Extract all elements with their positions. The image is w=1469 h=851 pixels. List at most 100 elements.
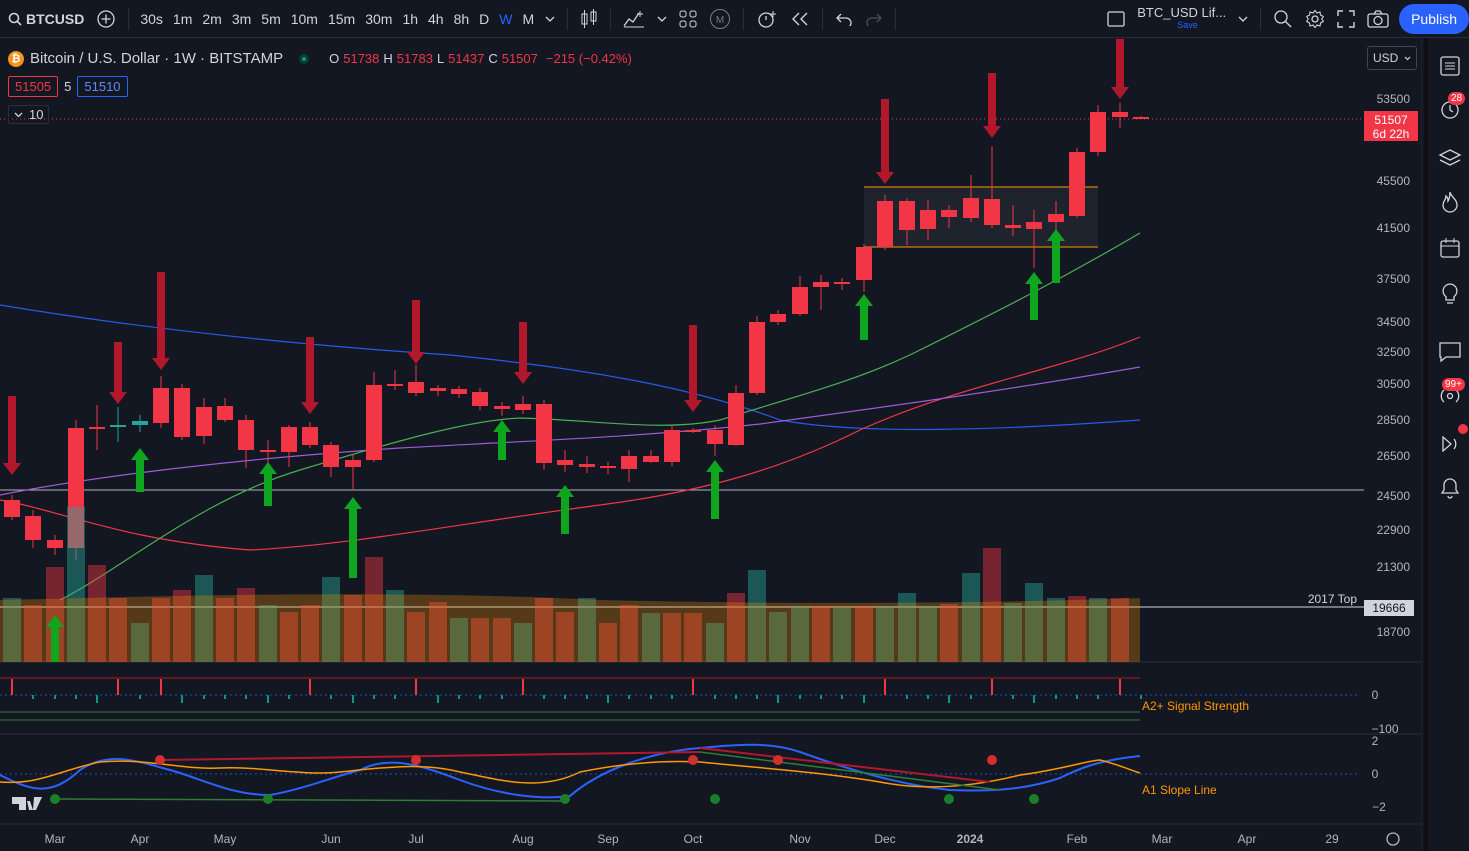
settings-icon[interactable]	[1386, 832, 1400, 846]
candle-body[interactable]	[302, 427, 318, 445]
candle-body[interactable]	[47, 540, 63, 548]
candle-body[interactable]	[4, 500, 20, 517]
ideas-button[interactable]	[1436, 280, 1464, 308]
quick-search-button[interactable]	[1267, 0, 1299, 38]
interval-m-button[interactable]: M	[522, 10, 535, 27]
candle-body[interactable]	[89, 427, 105, 429]
candle-body[interactable]	[621, 456, 637, 469]
candle-body[interactable]	[963, 198, 979, 218]
candle-body[interactable]	[1069, 152, 1085, 216]
notifications-button[interactable]	[1436, 474, 1464, 502]
candle-body[interactable]	[260, 450, 276, 452]
interval-d-button[interactable]: D	[479, 10, 490, 27]
tradingview-logo[interactable]	[12, 797, 42, 810]
candle-body[interactable]	[600, 466, 616, 468]
m-button[interactable]: M	[703, 0, 737, 38]
symbol-search[interactable]: BTCUSD	[0, 0, 90, 38]
sell-button[interactable]: 51505	[8, 76, 59, 97]
interval-8h-button[interactable]: 8h	[453, 10, 470, 27]
candle-body[interactable]	[110, 425, 126, 427]
indicators-button[interactable]	[617, 0, 651, 38]
candle-body[interactable]	[792, 287, 808, 314]
candle-body[interactable]	[345, 460, 361, 467]
candle-body[interactable]	[217, 406, 233, 420]
hotlists-button[interactable]	[1436, 188, 1464, 216]
candle-body[interactable]	[472, 392, 488, 406]
candle-body[interactable]	[1026, 222, 1042, 229]
watchlist-button[interactable]	[1436, 52, 1464, 80]
candle-body[interactable]	[834, 282, 850, 284]
interval-15m-button[interactable]: 15m	[327, 10, 356, 27]
candle-body[interactable]	[323, 445, 339, 467]
candle-body[interactable]	[281, 427, 297, 452]
snapshot-button[interactable]	[1361, 0, 1395, 38]
candle-body[interactable]	[984, 199, 1000, 225]
candle-body[interactable]	[557, 460, 573, 465]
interval-5m-button[interactable]: 5m	[261, 10, 281, 27]
candle-body[interactable]	[494, 406, 510, 409]
candle-body[interactable]	[430, 388, 446, 391]
candle-body[interactable]	[728, 393, 744, 445]
chats-button[interactable]	[1436, 338, 1464, 366]
candle-body[interactable]	[1112, 112, 1128, 117]
candle-body[interactable]	[877, 201, 893, 247]
candle-body[interactable]	[153, 388, 169, 423]
interval-30m-button[interactable]: 30m	[365, 10, 393, 27]
fullscreen-button[interactable]	[1331, 0, 1361, 38]
candle-body[interactable]	[920, 210, 936, 229]
alerts-button[interactable]: 28	[1436, 92, 1466, 124]
redo-button[interactable]	[859, 0, 889, 38]
candle-body[interactable]	[1133, 117, 1149, 119]
candle-body[interactable]	[387, 384, 403, 386]
playback-button[interactable]	[1436, 424, 1468, 458]
candle-body[interactable]	[366, 385, 382, 460]
legend-title[interactable]: Bitcoin / U.S. Dollar · 1W · BITSTAMP	[30, 50, 284, 67]
layout-name[interactable]: BTC_USD Lif... Save	[1131, 6, 1232, 32]
candle-body[interactable]	[1090, 112, 1106, 152]
interval-dropdown[interactable]	[539, 0, 561, 38]
candle-body[interactable]	[707, 430, 723, 444]
candle-body[interactable]	[749, 322, 765, 393]
candle-body[interactable]	[899, 201, 915, 230]
interval-10m-button[interactable]: 10m	[290, 10, 318, 27]
object-tree-button[interactable]	[1436, 144, 1464, 172]
calendar-button[interactable]	[1436, 234, 1464, 262]
candle-body[interactable]	[685, 430, 701, 432]
candle-body[interactable]	[515, 404, 531, 410]
candle-body[interactable]	[132, 421, 148, 425]
price-chart[interactable]: 53500 45500 41500 37500 34500 32500 30500 28500…	[0, 39, 1422, 851]
interval-w-button[interactable]: W	[499, 10, 513, 27]
candle-body[interactable]	[856, 247, 872, 280]
candle-body[interactable]	[25, 516, 41, 540]
indicators-dropdown[interactable]	[651, 0, 673, 38]
candle-body[interactable]	[68, 428, 84, 548]
layout-save-link[interactable]: Save	[1177, 19, 1198, 30]
interval-1h-button[interactable]: 1h	[402, 10, 419, 27]
interval-3m-button[interactable]: 3m	[231, 10, 252, 27]
candle-body[interactable]	[408, 382, 424, 393]
interval-30s-button[interactable]: 30s	[140, 10, 163, 27]
candle-body[interactable]	[451, 389, 467, 394]
interval-2m-button[interactable]: 2m	[202, 10, 222, 27]
layout-dropdown[interactable]	[1232, 0, 1254, 38]
candle-body[interactable]	[1005, 225, 1021, 228]
settings-button[interactable]	[1299, 0, 1331, 38]
replay-button[interactable]	[784, 0, 816, 38]
candle-body[interactable]	[941, 210, 957, 217]
layout-toggle[interactable]	[1101, 0, 1131, 38]
interval-4h-button[interactable]: 4h	[428, 10, 444, 27]
indicators-collapse-button[interactable]: 10	[8, 105, 50, 124]
candle-body[interactable]	[664, 430, 680, 462]
candle-body[interactable]	[579, 464, 595, 467]
buy-button[interactable]: 51510	[77, 76, 128, 97]
templates-button[interactable]	[673, 0, 703, 38]
currency-select[interactable]: USD	[1367, 46, 1417, 70]
candle-body[interactable]	[643, 456, 659, 462]
candle-body[interactable]	[536, 404, 552, 463]
candle-body[interactable]	[174, 388, 190, 437]
compare-add-button[interactable]	[90, 0, 122, 38]
candle-body[interactable]	[813, 282, 829, 287]
interval-1m-button[interactable]: 1m	[172, 10, 193, 27]
candle-body[interactable]	[196, 407, 212, 436]
chart-type-button[interactable]	[574, 0, 604, 38]
